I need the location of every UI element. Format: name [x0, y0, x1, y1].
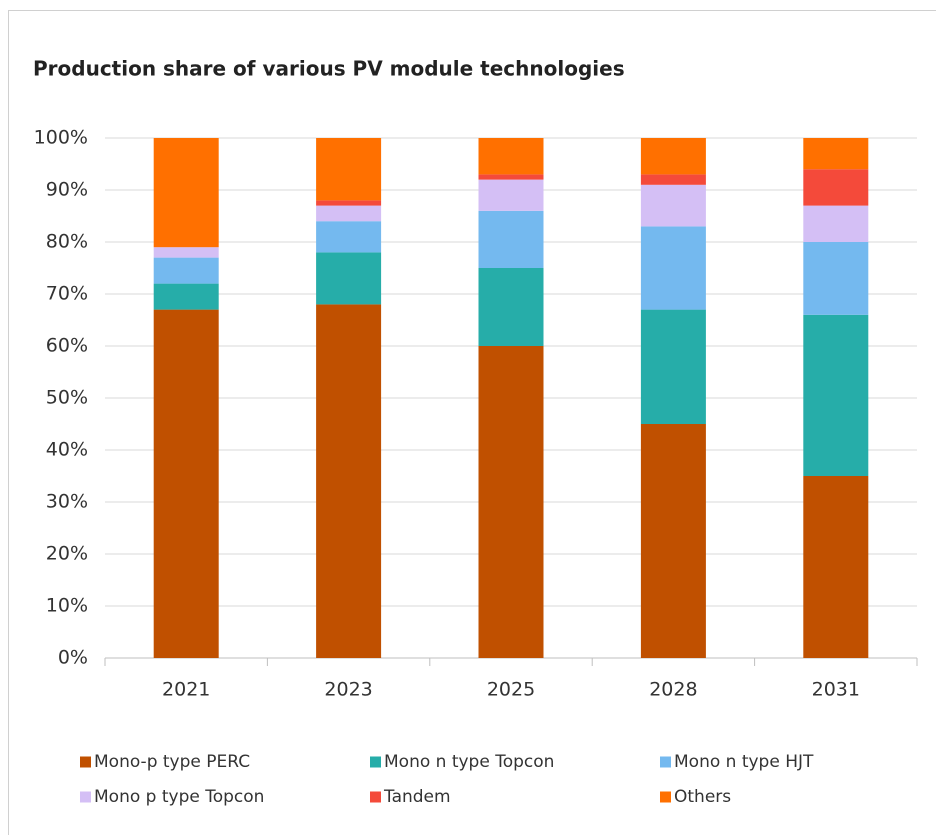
bar-segment — [640, 174, 706, 185]
legend-swatch — [370, 791, 381, 803]
y-tick-label: 0% — [58, 647, 88, 669]
bar-segment — [478, 268, 544, 346]
bar-segment — [316, 205, 382, 222]
bar-segment — [316, 221, 382, 253]
bar-segment — [478, 174, 544, 180]
bar-segment — [640, 226, 706, 310]
legend-swatch — [370, 756, 381, 768]
x-tick-label: 2021 — [162, 679, 210, 701]
bar-segment — [803, 205, 869, 242]
bar-segment — [316, 252, 382, 305]
bar-segment — [803, 138, 869, 170]
bar-segment — [316, 138, 382, 201]
x-tick-label: 2025 — [487, 679, 535, 701]
bar-segment — [478, 138, 544, 175]
y-tick-label: 90% — [46, 179, 88, 201]
chart-title: Production share of various PV module te… — [33, 57, 625, 81]
legend-swatch — [80, 756, 91, 768]
bar-segment — [316, 200, 382, 206]
y-tick-label: 40% — [46, 439, 88, 461]
bar-segment — [478, 210, 544, 268]
y-tick-label: 10% — [46, 595, 88, 617]
legend-label: Mono-p type PERC — [94, 752, 250, 772]
x-tick-label: 2028 — [649, 679, 697, 701]
legend-swatch — [80, 791, 91, 803]
bar-segment — [640, 184, 706, 227]
x-tick-label: 2023 — [324, 679, 372, 701]
bar-segment — [640, 309, 706, 424]
y-tick-label: 100% — [34, 127, 88, 149]
y-tick-label: 20% — [46, 543, 88, 565]
y-tick-label: 60% — [46, 335, 88, 357]
bar-segment — [153, 309, 219, 658]
bar-segment — [803, 242, 869, 315]
legend-label: Mono p type Topcon — [94, 787, 264, 807]
bar-segment — [803, 169, 869, 206]
y-tick-label: 70% — [46, 283, 88, 305]
y-tick-label: 50% — [46, 387, 88, 409]
bar-segment — [153, 257, 219, 284]
bar-segment — [153, 283, 219, 310]
bar-segment — [640, 424, 706, 658]
legend-swatch — [660, 791, 671, 803]
x-tick-label: 2031 — [812, 679, 860, 701]
bar-segment — [478, 346, 544, 658]
bar-segment — [316, 304, 382, 658]
bar-segment — [478, 179, 544, 211]
legend-label: Mono n type Topcon — [384, 752, 554, 772]
legend-swatch — [660, 756, 671, 768]
legend-label: Mono n type HJT — [674, 752, 814, 772]
bar-segment — [153, 138, 219, 248]
bar-segment — [803, 314, 869, 476]
legend-label: Others — [674, 787, 731, 807]
bar-segment — [803, 476, 869, 658]
y-tick-label: 80% — [46, 231, 88, 253]
bar-segment — [153, 247, 219, 258]
y-tick-label: 30% — [46, 491, 88, 513]
bar-segment — [640, 138, 706, 175]
chart-frame — [8, 10, 936, 835]
legend-label: Tandem — [383, 787, 451, 807]
